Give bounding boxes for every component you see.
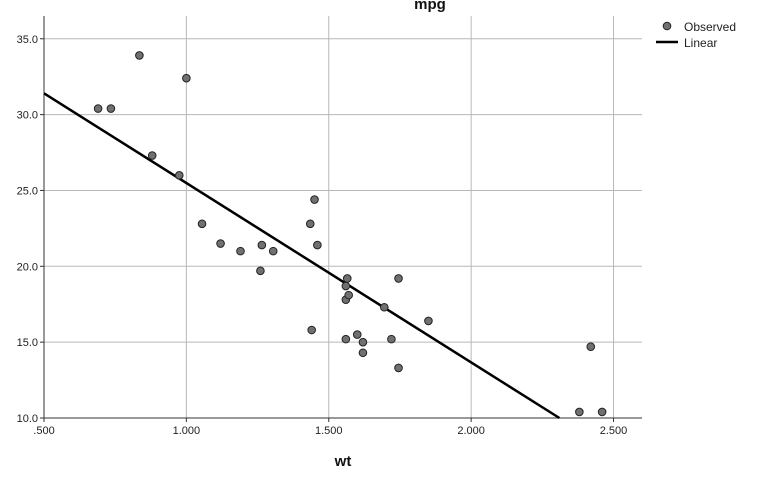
data-point xyxy=(236,246,245,256)
data-point xyxy=(307,325,316,335)
x-axis-title: wt xyxy=(334,453,352,470)
legend: Observed Linear xyxy=(656,20,736,50)
y-tick-label: 15.0 xyxy=(17,337,38,349)
data-point xyxy=(341,281,351,291)
data-point xyxy=(310,195,319,204)
data-point xyxy=(344,290,353,300)
y-tick-label: 20.0 xyxy=(17,261,38,273)
grid-lines xyxy=(44,16,642,418)
data-point xyxy=(182,73,191,83)
data-point xyxy=(174,170,184,180)
data-point xyxy=(313,240,322,250)
x-tick-label: 2.500 xyxy=(600,425,628,437)
data-point xyxy=(358,348,368,358)
data-point xyxy=(342,274,352,283)
axes xyxy=(40,16,642,422)
legend-observed-label: Observed xyxy=(684,20,736,34)
data-point xyxy=(352,330,362,339)
data-point xyxy=(597,407,607,417)
y-tick-label: 10.0 xyxy=(17,413,38,425)
x-tick-label: 1.500 xyxy=(315,425,343,437)
data-point xyxy=(575,407,584,417)
tick-labels: .500 1.000 1.500 2.000 2.500 10.0 15.0 20.0 25.0… xyxy=(17,34,628,437)
data-point xyxy=(424,316,433,326)
x-tick-label: 1.000 xyxy=(173,425,201,437)
chart-title: mpg xyxy=(414,0,446,13)
legend-linear-label: Linear xyxy=(684,36,717,50)
linear-fit-line xyxy=(43,92,561,420)
data-point xyxy=(197,219,207,229)
y-tick-label: 25.0 xyxy=(17,185,38,197)
y-tick-label: 35.0 xyxy=(17,34,38,46)
data-point xyxy=(257,240,267,250)
data-point xyxy=(147,151,157,160)
data-point xyxy=(394,274,403,283)
data-point xyxy=(106,104,116,113)
fit-line-group xyxy=(43,92,561,420)
x-tick-label: 2.000 xyxy=(457,425,485,437)
data-point xyxy=(394,363,403,373)
data-point xyxy=(379,302,389,312)
data-point xyxy=(93,104,103,113)
data-point xyxy=(216,239,225,248)
legend-observed-marker xyxy=(662,21,672,31)
data-point xyxy=(586,342,596,352)
data-point xyxy=(305,219,315,229)
data-point xyxy=(256,266,265,276)
data-point xyxy=(387,334,396,344)
data-point xyxy=(135,51,144,60)
y-tick-label: 30.0 xyxy=(17,110,38,122)
data-point xyxy=(341,334,351,344)
data-point xyxy=(268,246,278,256)
x-tick-label: .500 xyxy=(33,425,54,437)
data-points xyxy=(93,51,607,417)
data-point xyxy=(358,337,368,347)
